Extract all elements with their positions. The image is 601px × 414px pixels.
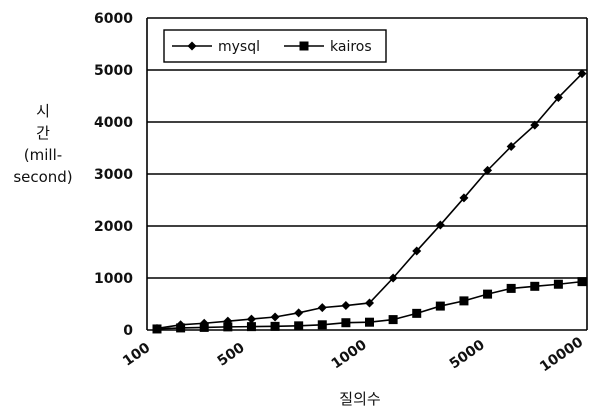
- x-tick-label: 5000: [447, 337, 488, 373]
- x-tick-labels: 100 500 1000 5000 10000: [120, 334, 586, 375]
- grid-layer: [146, 17, 588, 331]
- y-tick-label: 6000: [94, 11, 133, 27]
- y-axis-label-line: 시: [36, 102, 50, 120]
- data-point-mysql: [246, 314, 256, 324]
- x-axis-label: 질의수: [339, 390, 381, 408]
- data-point-mysql: [435, 220, 445, 230]
- data-point-kairos: [435, 301, 445, 311]
- data-point-kairos: [530, 281, 540, 291]
- data-point-mysql: [553, 93, 563, 103]
- legend-label-mysql: mysql: [218, 39, 260, 55]
- data-point-kairos: [483, 289, 493, 299]
- y-axis-label-line: second): [13, 168, 73, 186]
- legend-marker-kairos: [299, 41, 309, 51]
- data-point-mysql: [294, 308, 304, 318]
- data-point-kairos: [270, 321, 280, 331]
- x-tick-label: 1000: [329, 337, 370, 373]
- legend-marker-mysql: [187, 41, 197, 51]
- data-point-kairos: [152, 324, 162, 334]
- y-tick-labels: 0 1000 2000 3000 4000 5000 6000: [94, 11, 133, 339]
- data-point-kairos: [199, 322, 209, 332]
- data-point-kairos: [459, 296, 469, 306]
- y-tick-label: 3000: [94, 167, 133, 183]
- data-point-kairos: [246, 322, 256, 332]
- data-point-mysql: [506, 141, 516, 151]
- data-point-kairos: [388, 315, 398, 325]
- y-tick-label: 1000: [94, 271, 133, 287]
- data-point-kairos: [365, 317, 374, 327]
- data-point-mysql: [388, 273, 398, 283]
- data-point-mysql: [483, 165, 493, 175]
- y-axis-label-line: (mill-: [23, 146, 63, 164]
- x-tick-label: 100: [120, 340, 153, 370]
- series-line-mysql: [156, 73, 583, 330]
- data-point-mysql: [365, 298, 374, 308]
- data-point-kairos: [506, 283, 516, 293]
- data-point-mysql: [412, 246, 422, 256]
- y-tick-label: 4000: [94, 115, 133, 131]
- data-point-kairos: [317, 320, 327, 330]
- data-point-kairos: [176, 323, 186, 333]
- data-point-mysql: [341, 301, 351, 311]
- data-point-kairos: [294, 321, 304, 331]
- data-point-mysql: [530, 120, 540, 130]
- y-axis-label-line: 간: [36, 124, 50, 142]
- legend: mysql kairos: [163, 29, 387, 63]
- data-point-mysql: [459, 193, 469, 203]
- y-axis-label: 시 간 (mill- second): [0, 100, 86, 188]
- data-point-kairos: [412, 308, 422, 318]
- legend-label-kairos: kairos: [330, 39, 372, 55]
- data-point-kairos: [341, 318, 351, 328]
- series-layer: [152, 69, 587, 334]
- y-tick-label: 0: [123, 323, 133, 339]
- data-point-kairos: [553, 279, 563, 289]
- x-tick-label: 10000: [537, 334, 586, 375]
- data-point-mysql: [270, 312, 280, 322]
- data-point-mysql: [577, 69, 587, 79]
- data-point-kairos: [577, 277, 587, 287]
- data-point-kairos: [223, 322, 233, 332]
- y-tick-label: 5000: [94, 63, 133, 79]
- data-point-mysql: [317, 303, 327, 313]
- x-tick-label: 500: [215, 340, 248, 370]
- y-tick-label: 2000: [94, 219, 133, 235]
